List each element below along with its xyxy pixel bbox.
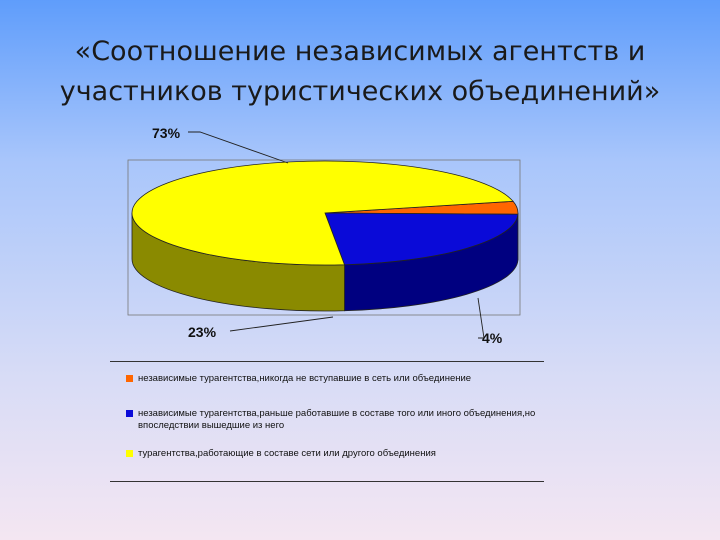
data-label-network-members: 73% — [152, 125, 181, 141]
legend-swatch-orange — [126, 375, 133, 382]
legend-item-independent-never: независимые турагентства,никогда не всту… — [126, 373, 536, 385]
data-label-independent-never: 4% — [482, 330, 503, 346]
legend-swatch-yellow — [126, 450, 133, 457]
legend-item-network-members: турагентства,работающие в составе сети и… — [126, 448, 536, 460]
legend-label: независимые турагентства,никогда не всту… — [138, 373, 472, 384]
leader-lines — [188, 131, 485, 339]
title-line-1: «Соотношение независимых агентств и — [74, 36, 646, 67]
leader-line-independent-never — [477, 297, 485, 339]
legend-item-independent-left: независимые турагентства,раньше работавш… — [126, 408, 536, 432]
slide-title: «Соотношение независимых агентств и учас… — [20, 32, 700, 112]
legend-label: турагентства,работающие в составе сети и… — [138, 448, 436, 459]
chart-legend: независимые турагентства,никогда не всту… — [110, 361, 544, 482]
legend-swatch-blue — [126, 410, 133, 417]
slice-independent-left — [324, 212, 519, 266]
leader-line-network-members — [188, 131, 289, 164]
pie-tops — [131, 160, 519, 266]
data-label-independent-left: 23% — [188, 324, 217, 340]
slice-network-members — [131, 160, 514, 266]
leader-line-independent-left — [229, 316, 334, 332]
legend-label: независимые турагентства,раньше работавш… — [138, 408, 536, 431]
plot-area-frame — [127, 159, 521, 316]
title-line-2: участников туристических объединений» — [59, 76, 661, 107]
